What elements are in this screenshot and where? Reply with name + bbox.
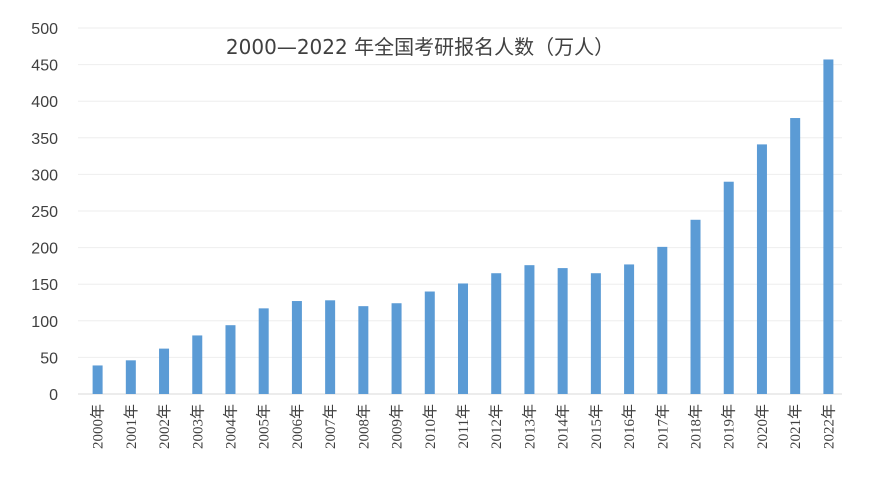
x-tick-label: 2008年 (355, 404, 372, 449)
bar-2003年 (192, 335, 203, 394)
x-tick-label: 2012年 (488, 404, 505, 449)
x-axis-ticks: 2000年 2001年 2002年 2003年 2004年 2005年 2006年 2007年… (90, 404, 838, 449)
x-tick-label: 2016年 (621, 404, 638, 449)
x-tick-label: 2022年 (820, 404, 837, 449)
x-tick-label: 2015年 (588, 404, 605, 449)
x-tick-label: 2014年 (555, 404, 572, 449)
bar-2002年 (159, 348, 170, 394)
bar-2008年 (358, 306, 369, 394)
bar-2015年 (590, 273, 601, 394)
x-tick-label: 2019年 (721, 404, 738, 449)
y-tick-label: 0 (49, 387, 58, 404)
y-tick-label: 50 (40, 350, 58, 367)
y-tick-label: 450 (31, 58, 58, 75)
bar-2000年 (92, 365, 103, 394)
x-tick-label: 2018年 (688, 404, 705, 449)
bar-2010年 (424, 291, 435, 394)
bar-2004年 (225, 325, 236, 394)
x-tick-label: 2000年 (90, 404, 107, 449)
bar-2005年 (258, 308, 269, 394)
x-tick-label: 2011年 (455, 404, 472, 448)
bar-2012年 (491, 273, 502, 394)
x-tick-label: 2006年 (289, 404, 306, 449)
y-tick-label: 400 (31, 94, 58, 111)
bar-2022年 (823, 59, 834, 394)
x-tick-label: 2013年 (521, 404, 538, 449)
bar-2017年 (657, 246, 668, 394)
x-tick-label: 2010年 (422, 404, 439, 449)
x-tick-label: 2002年 (156, 404, 173, 449)
bar-2011年 (458, 283, 468, 394)
y-tick-label: 250 (31, 204, 58, 221)
bar-2021年 (790, 118, 801, 394)
x-tick-label: 2020年 (754, 404, 771, 449)
bar-2013年 (524, 265, 535, 394)
bar-2020年 (756, 144, 767, 394)
x-tick-label: 2001年 (123, 404, 140, 449)
bar-2014年 (557, 268, 568, 394)
x-tick-label: 2009年 (389, 404, 406, 449)
y-tick-label: 350 (31, 131, 58, 148)
y-tick-label: 100 (31, 314, 58, 331)
bar-2018年 (690, 219, 701, 394)
x-tick-label: 2007年 (322, 404, 339, 449)
bar-2006年 (291, 301, 302, 394)
y-tick-label: 300 (31, 167, 58, 184)
gridlines (78, 27, 842, 395)
chart-title: 2000—2022 年全国考研报名人数（万人） (226, 35, 614, 59)
x-tick-label: 2017年 (654, 404, 671, 449)
bars (92, 59, 834, 394)
x-tick-label: 2004年 (222, 404, 239, 449)
bar-2007年 (325, 300, 336, 394)
bar-2001年 (125, 360, 136, 394)
bar-2016年 (624, 264, 635, 394)
x-tick-label: 2005年 (256, 404, 273, 449)
y-tick-label: 150 (31, 277, 58, 294)
bar-2009年 (391, 303, 402, 394)
bar-2019年 (723, 181, 734, 394)
y-axis-ticks: 0 50 100 150 200 250 300 350 400 450 500 (31, 21, 58, 404)
y-tick-label: 200 (31, 241, 58, 258)
x-tick-label: 2021年 (787, 404, 804, 449)
x-tick-label: 2003年 (189, 404, 206, 449)
y-tick-label: 500 (31, 21, 58, 38)
